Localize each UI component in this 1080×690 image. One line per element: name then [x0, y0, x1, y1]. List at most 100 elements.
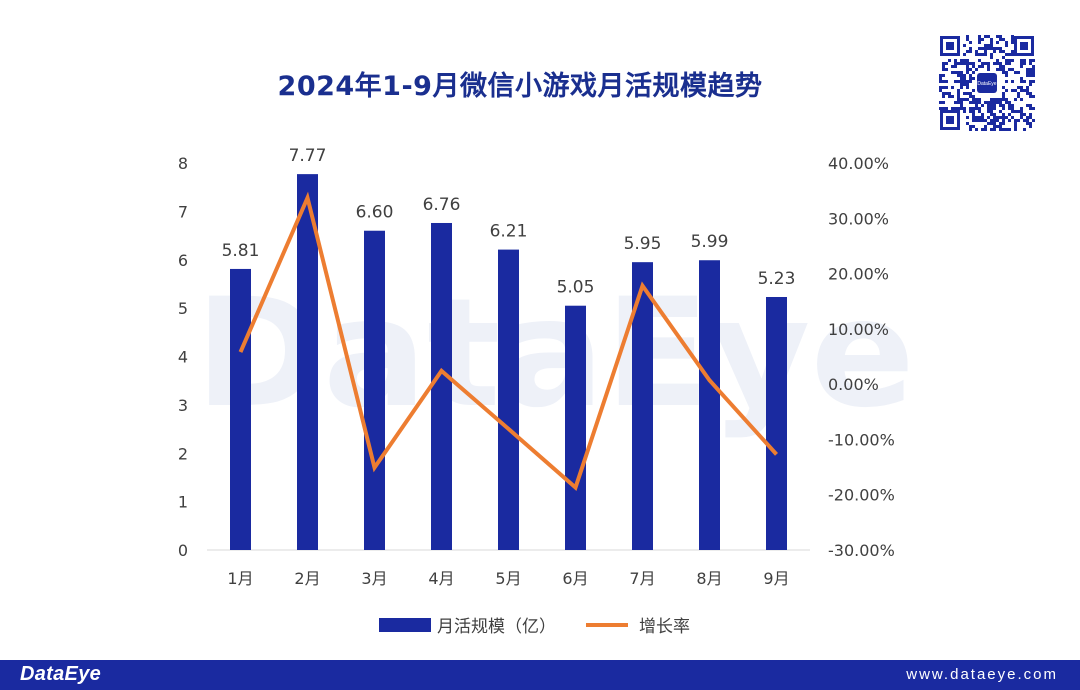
qr-module	[999, 62, 1002, 65]
qr-module	[963, 98, 966, 101]
qr-module	[1029, 116, 1032, 119]
x-axis-ticks: 1月 2月 3月 4月 5月 6月 7月 8月 9月	[227, 569, 789, 588]
qr-module	[963, 110, 966, 113]
qr-module	[963, 83, 966, 86]
qr-module	[975, 101, 978, 104]
qr-module	[951, 107, 954, 110]
qr-module	[1002, 104, 1005, 107]
footer-bar: DataEye www.dataeye.com	[0, 660, 1080, 690]
qr-module	[945, 107, 948, 110]
qr-module	[978, 107, 981, 110]
qr-module	[954, 107, 957, 110]
qr-module	[978, 41, 981, 44]
qr-module	[999, 50, 1002, 53]
qr-module	[1032, 95, 1035, 98]
qr-module	[942, 101, 945, 104]
qr-module	[957, 92, 960, 95]
qr-module	[1029, 92, 1032, 95]
qr-module	[1023, 89, 1026, 92]
qr-module	[1002, 122, 1005, 125]
bar-data-label: 5.23	[758, 269, 796, 289]
qr-module	[1023, 119, 1026, 122]
footer-url[interactable]: www.dataeye.com	[906, 666, 1058, 683]
qr-module	[990, 38, 993, 41]
qr-module	[987, 101, 990, 104]
bar	[565, 305, 586, 550]
qr-module	[939, 77, 942, 80]
qr-module	[1026, 89, 1029, 92]
qr-module	[966, 65, 969, 68]
qr-module	[984, 35, 987, 38]
qr-module	[1005, 89, 1008, 92]
legend-bar-swatch	[379, 618, 431, 632]
qr-module	[939, 107, 942, 110]
qr-module	[957, 98, 960, 101]
qr-module	[1026, 119, 1029, 122]
qr-module	[942, 92, 945, 95]
qr-module	[1020, 77, 1023, 80]
qr-module	[960, 74, 963, 77]
qr-module	[969, 101, 972, 104]
qr-module	[1011, 38, 1014, 41]
qr-module	[990, 119, 993, 122]
qr-module	[969, 128, 972, 131]
legend-bar-label: 月活规模（亿）	[437, 617, 556, 637]
qr-module	[1014, 119, 1017, 122]
qr-module	[1014, 89, 1017, 92]
qr-module	[948, 95, 951, 98]
qr-module	[1011, 35, 1014, 38]
qr-module	[963, 59, 966, 62]
qr-module	[990, 56, 993, 59]
qr-module	[1017, 92, 1020, 95]
qr-module	[1017, 119, 1020, 122]
qr-module	[978, 38, 981, 41]
qr-module	[999, 35, 1002, 38]
qr-module	[1017, 71, 1020, 74]
qr-module	[999, 122, 1002, 125]
qr-module	[987, 35, 990, 38]
qr-module	[975, 116, 978, 119]
qr-module	[987, 47, 990, 50]
qr-module	[990, 104, 993, 107]
qr-module	[963, 44, 966, 47]
qr-module	[978, 47, 981, 50]
qr-module	[966, 98, 969, 101]
qr-module	[963, 77, 966, 80]
qr-module	[942, 95, 945, 98]
qr-module	[990, 44, 993, 47]
qr-module	[1002, 128, 1005, 131]
qr-module	[966, 80, 969, 83]
qr-module	[966, 35, 969, 38]
qr-module	[996, 116, 999, 119]
qr-module	[1008, 59, 1011, 62]
qr-module	[957, 107, 960, 110]
qr-module	[987, 110, 990, 113]
qr-module	[957, 71, 960, 74]
qr-module	[969, 110, 972, 113]
qr-module	[954, 59, 957, 62]
y-left-tick-label: 2	[178, 444, 188, 463]
qr-module	[960, 83, 963, 86]
qr-module	[966, 38, 969, 41]
qr-module	[939, 101, 942, 104]
qr-module	[1029, 59, 1032, 62]
bar-data-label: 7.77	[289, 146, 327, 166]
qr-module	[954, 71, 957, 74]
qr-module	[1014, 125, 1017, 128]
qr-module	[1026, 104, 1029, 107]
qr-module	[966, 62, 969, 65]
qr-module	[999, 101, 1002, 104]
qr-module	[1032, 119, 1035, 122]
qr-module	[993, 101, 996, 104]
bar-data-label: 5.95	[624, 234, 662, 254]
qr-module	[1020, 113, 1023, 116]
qr-module	[1020, 116, 1023, 119]
qr-module	[987, 62, 990, 65]
qr-module	[1029, 107, 1032, 110]
qr-module	[999, 128, 1002, 131]
y-right-tick-label: 20.00%	[828, 265, 889, 284]
qr-module	[1005, 53, 1008, 56]
qr-module	[987, 116, 990, 119]
qr-module	[963, 107, 966, 110]
qr-module	[939, 80, 942, 83]
